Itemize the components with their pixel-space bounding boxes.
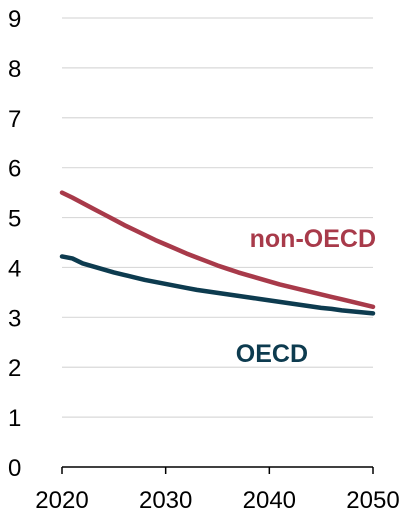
y-tick-label-4: 4	[8, 255, 21, 282]
series-label-oecd: OECD	[236, 340, 308, 368]
series-lines	[59, 190, 376, 316]
series-labels: non-OECD OECD	[236, 225, 376, 368]
y-axis-ticks: 0 1 2 3 4 5 6 7 8 9	[8, 6, 21, 482]
y-tick-label-9: 9	[8, 6, 21, 33]
x-tick-label-2020: 2020	[35, 487, 88, 514]
x-tick-label-2050: 2050	[346, 487, 399, 514]
y-tick-label-1: 1	[8, 405, 21, 432]
series-line-oecd	[59, 254, 376, 316]
x-tick-label-2040: 2040	[243, 487, 296, 514]
series-line-non-oecd	[59, 190, 376, 310]
y-tick-label-0: 0	[8, 455, 21, 482]
y-tick-label-6: 6	[8, 156, 21, 183]
x-axis-ticks: 2020 2030 2040 2050	[35, 467, 400, 514]
y-tick-label-2: 2	[8, 355, 21, 382]
y-tick-label-3: 3	[8, 305, 21, 332]
y-tick-label-7: 7	[8, 106, 21, 133]
series-label-non-oecd: non-OECD	[250, 225, 376, 253]
y-tick-label-8: 8	[8, 56, 21, 83]
x-tick-label-2030: 2030	[139, 487, 192, 514]
y-tick-label-5: 5	[8, 206, 21, 233]
